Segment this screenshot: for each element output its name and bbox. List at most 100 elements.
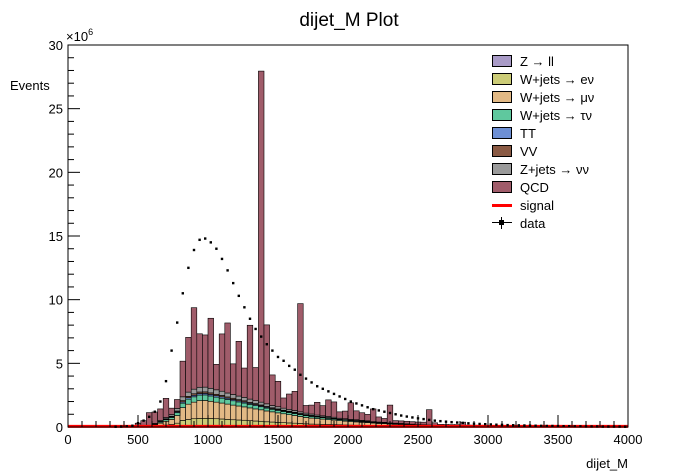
x-tick-label: 2000	[334, 432, 363, 447]
y-axis-label: Events	[10, 78, 50, 93]
bar	[336, 420, 343, 426]
bar	[230, 404, 237, 421]
data-point	[215, 247, 218, 250]
data-point	[148, 415, 151, 419]
legend-entry: W+jets → τν	[482, 106, 628, 124]
bar	[213, 364, 220, 391]
bar	[190, 401, 198, 420]
bar	[174, 408, 181, 412]
legend-swatch	[492, 145, 512, 157]
bar	[179, 407, 186, 421]
data-point	[349, 400, 352, 403]
bar	[319, 418, 326, 425]
data-point	[433, 419, 436, 422]
y-tick-label: 25	[49, 102, 63, 117]
legend-entry: Z+jets → νν	[482, 160, 628, 178]
data-point	[512, 424, 515, 427]
bar	[196, 386, 203, 393]
y-multiplier-exponent: 6	[88, 27, 93, 37]
bar	[347, 421, 354, 426]
data-point	[540, 424, 543, 428]
bar	[207, 387, 214, 394]
legend-entry: QCD	[482, 178, 628, 196]
data-point	[192, 248, 196, 252]
data-point	[596, 425, 599, 428]
data-point	[422, 417, 425, 421]
bar	[297, 303, 304, 413]
bar	[370, 408, 377, 422]
bar	[185, 337, 192, 393]
bar	[263, 407, 270, 412]
data-point	[321, 387, 324, 390]
y-tick-label: 15	[49, 229, 63, 244]
data-point	[260, 335, 263, 338]
legend-entry: signal	[482, 196, 628, 214]
x-tick-label: 3500	[544, 432, 573, 447]
bar	[302, 405, 310, 414]
x-tick-label: 2500	[404, 432, 433, 447]
legend-marker	[492, 217, 512, 229]
y-tick-label: 5	[56, 356, 63, 371]
legend-label: W+jets → τν	[520, 107, 592, 123]
bar	[274, 406, 282, 410]
bar	[392, 420, 399, 424]
data-point	[461, 421, 464, 425]
bar	[269, 374, 276, 406]
data-point	[170, 349, 173, 352]
legend-label: signal	[520, 197, 554, 213]
bar	[230, 394, 237, 399]
x-tick-label: 1000	[194, 432, 223, 447]
data-point	[360, 404, 364, 407]
bar	[213, 396, 220, 403]
data-point	[478, 422, 481, 426]
data-point	[590, 425, 593, 428]
data-point	[276, 355, 280, 359]
bar	[308, 404, 315, 415]
data-point	[131, 424, 134, 427]
data-point	[400, 414, 403, 417]
y-multiplier-base: ×10	[66, 29, 88, 44]
legend-label: QCD	[520, 179, 549, 195]
data-point	[523, 424, 526, 427]
bar	[280, 411, 287, 415]
bar	[274, 410, 282, 414]
legend-swatch	[492, 91, 512, 103]
bar	[286, 393, 293, 410]
data-point	[176, 321, 179, 324]
data-point	[159, 400, 162, 403]
bar	[224, 322, 231, 394]
legend-dot	[499, 220, 504, 225]
data-point	[551, 424, 554, 428]
bar	[274, 380, 282, 408]
bar	[246, 324, 254, 400]
bar	[291, 413, 298, 416]
data-point	[568, 425, 571, 428]
bar	[230, 400, 237, 406]
data-point	[388, 411, 392, 415]
bar	[409, 421, 416, 425]
bar	[179, 402, 186, 408]
bar	[325, 399, 332, 417]
chart-title: dijet_M Plot	[299, 10, 399, 31]
bar	[207, 400, 214, 419]
data-point	[506, 423, 509, 427]
bar	[174, 415, 181, 424]
bar	[291, 415, 298, 424]
bar	[258, 406, 265, 411]
data-point	[237, 294, 240, 298]
data-point	[226, 269, 229, 272]
bar	[342, 420, 349, 426]
data-point	[562, 425, 565, 428]
bar	[190, 396, 198, 403]
bar	[246, 407, 254, 421]
data-point	[394, 413, 397, 416]
legend-label: TT	[520, 125, 536, 141]
data-point	[366, 406, 369, 409]
data-point	[428, 418, 431, 422]
bar	[202, 334, 209, 388]
data-point	[304, 377, 308, 380]
bar	[353, 410, 360, 421]
bar	[252, 408, 259, 422]
bar	[258, 70, 265, 403]
